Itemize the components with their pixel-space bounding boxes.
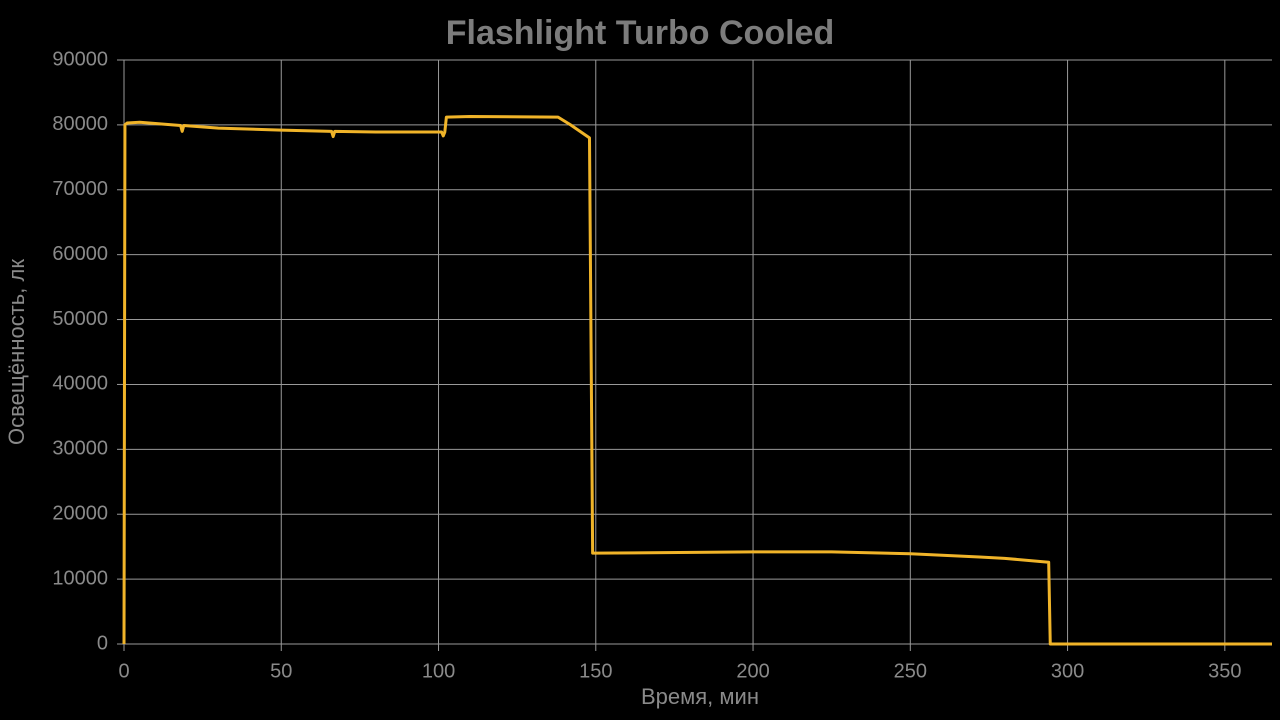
y-tick-label: 20000 [52,503,108,525]
chart-title: Flashlight Turbo Cooled [446,14,834,52]
x-tick-label: 50 [270,660,292,682]
y-tick-label: 50000 [52,308,108,330]
y-tick-label: 70000 [52,178,108,200]
x-tick-label: 250 [894,660,927,682]
x-tick-label: 200 [736,660,769,682]
x-axis-label: Время, мин [641,684,759,709]
y-axis-label: Освещённость, лк [4,259,29,445]
y-tick-label: 0 [97,632,108,654]
y-tick-label: 10000 [52,567,108,589]
y-tick-label: 60000 [52,243,108,265]
y-tick-label: 90000 [52,48,108,70]
x-tick-label: 350 [1208,660,1241,682]
x-tick-label: 150 [579,660,612,682]
data-line [122,114,1272,646]
y-tick-label: 80000 [52,113,108,135]
x-tick-label: 0 [118,660,129,682]
x-tick-label: 100 [422,660,455,682]
y-tick-label: 30000 [52,438,108,460]
x-tick-label: 300 [1051,660,1084,682]
y-tick-label: 40000 [52,373,108,395]
